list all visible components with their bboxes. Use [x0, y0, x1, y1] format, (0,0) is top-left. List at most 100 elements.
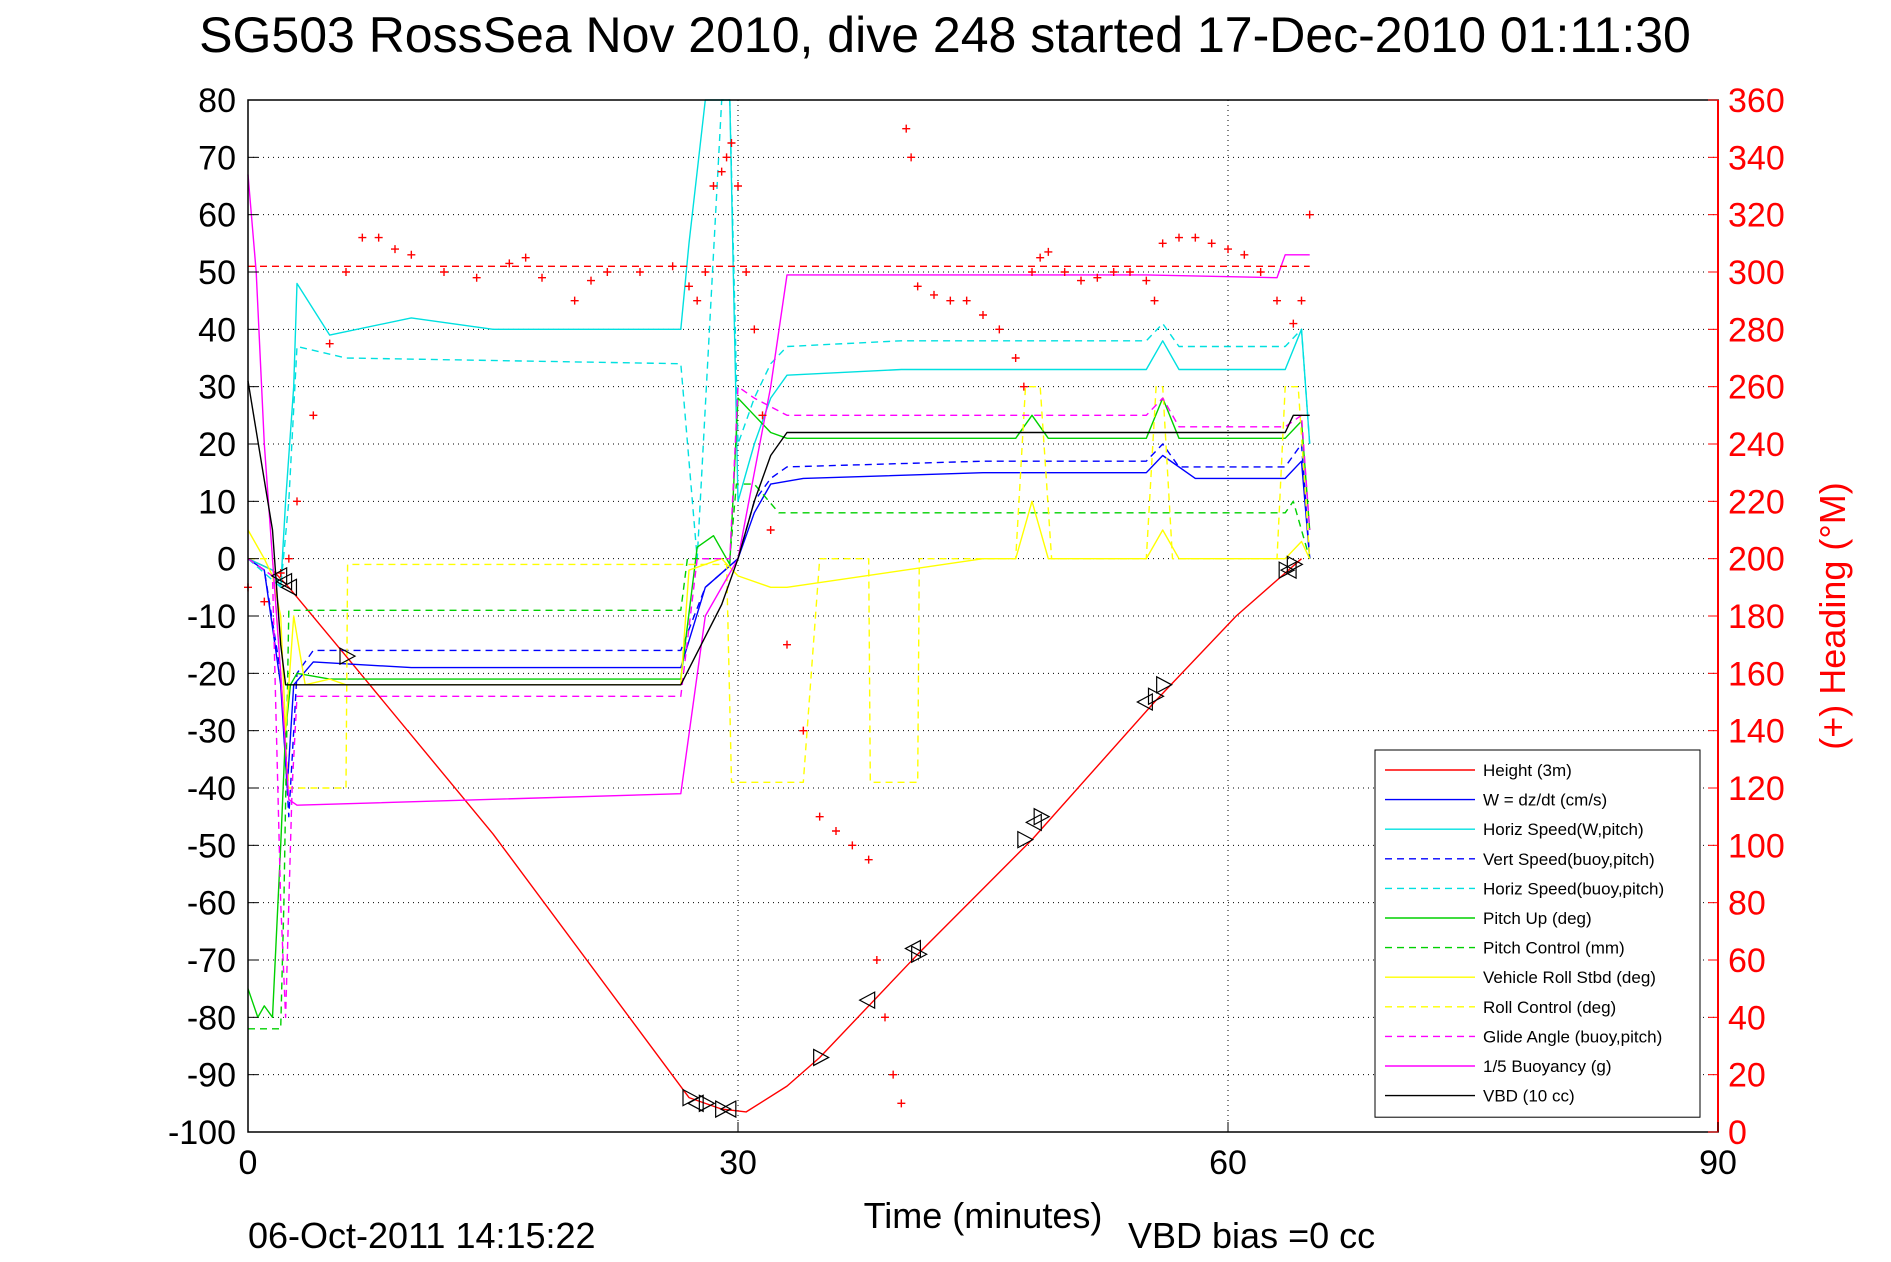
heading-marker — [1256, 268, 1265, 276]
legend-entry: Pitch Up (deg) — [1483, 909, 1592, 928]
y2-tick-label: 260 — [1728, 369, 1785, 407]
plot-area — [244, 99, 1314, 1119]
heading-marker — [293, 497, 301, 506]
legend-entry: VBD (10 cc) — [1483, 1087, 1575, 1106]
heading-marker — [521, 253, 530, 262]
heading-marker — [472, 273, 481, 282]
legend-entry: Vehicle Roll Stbd (deg) — [1483, 968, 1656, 987]
heading-marker — [907, 153, 916, 162]
timing-marker — [698, 1094, 716, 1113]
heading-marker — [358, 233, 367, 242]
legend: Height (3m) W = dz/dt (cm/s) Horiz Speed(W… — [1374, 749, 1701, 1118]
series-line-height-3m — [247, 558, 1302, 1113]
heading-marker — [505, 259, 514, 268]
heading-marker — [758, 411, 767, 420]
y-tick-label: 30 — [198, 369, 236, 407]
y2-tick-label: 20 — [1728, 1057, 1766, 1095]
y2-axis-label: (+) Heading (°M) — [1812, 482, 1853, 749]
heading-marker — [538, 273, 546, 282]
heading-marker — [325, 339, 334, 348]
series-line-pitch-control-mm — [248, 483, 1311, 1030]
y-tick-label: 10 — [198, 483, 236, 521]
heading-marker — [1109, 268, 1118, 276]
series-line-roll-control-deg — [248, 386, 1311, 789]
heading-marker — [407, 250, 416, 259]
heading-marker — [1273, 296, 1281, 305]
y-tick-label: 20 — [198, 426, 236, 464]
series-line-glide-angle-buoy-pitch — [247, 386, 1311, 1018]
timing-marker — [339, 647, 357, 666]
heading-marker — [722, 153, 731, 162]
series-line-pitch-up-deg — [247, 397, 1311, 1018]
heading-marker — [1011, 354, 1020, 362]
heading-marker — [309, 411, 318, 420]
heading-marker — [587, 276, 595, 285]
heading-marker — [913, 282, 922, 291]
legend-box — [1374, 749, 1701, 1118]
heading-marker — [1240, 250, 1249, 259]
heading-marker — [848, 841, 857, 850]
heading-marker — [1077, 276, 1085, 285]
heading-marker — [685, 282, 693, 291]
legend-entry: Horiz Speed(W,pitch) — [1483, 820, 1644, 839]
y2-tick-label: 280 — [1728, 311, 1785, 349]
y-tick-label: 0 — [217, 541, 236, 579]
heading-marker — [1207, 239, 1216, 248]
y2-tick-label: 120 — [1728, 770, 1785, 808]
heading-marker — [717, 167, 726, 176]
heading-marker — [342, 268, 350, 276]
legend-entry: Pitch Control (mm) — [1483, 939, 1625, 958]
x-tick-label: 60 — [1209, 1144, 1247, 1182]
y-tick-label: -80 — [187, 999, 236, 1037]
x-tick-label: 30 — [719, 1144, 757, 1182]
y2-tick-label: 340 — [1728, 139, 1785, 177]
series-line-vert-speed-buoy-pitch — [247, 443, 1311, 818]
heading-marker — [864, 855, 873, 864]
heading-marker — [815, 812, 824, 821]
y-tick-label: 60 — [198, 197, 236, 235]
legend-entry: Glide Angle (buoy,pitch) — [1483, 1027, 1662, 1046]
heading-marker — [872, 956, 881, 964]
timing-marker — [1278, 561, 1296, 580]
x-tick-label: 0 — [239, 1144, 258, 1182]
heading-marker — [799, 726, 808, 735]
heading-marker — [1044, 247, 1053, 256]
heading-marker — [766, 526, 775, 534]
heading-marker — [783, 640, 791, 649]
timing-marker — [1156, 675, 1173, 694]
y-tick-label: -70 — [187, 942, 236, 980]
legend-entry: W = dz/dt (cm/s) — [1483, 791, 1607, 810]
series-line-horiz-speed-w-pitch — [247, 99, 1311, 588]
y-tick-label: 70 — [198, 139, 236, 177]
heading-marker — [1297, 296, 1306, 305]
timing-marker — [858, 991, 876, 1010]
heading-marker — [1036, 253, 1045, 262]
heading-marker — [1028, 268, 1036, 276]
grid-lines — [248, 100, 1718, 1132]
heading-marker — [1142, 276, 1151, 285]
heading-marker — [962, 296, 971, 305]
heading-marker — [832, 827, 840, 835]
y2-tick-label: 80 — [1728, 885, 1766, 923]
series-line-horiz-speed-buoy-pitch — [247, 99, 1311, 588]
timing-marker — [1136, 693, 1153, 711]
y2-tick-label: 220 — [1728, 483, 1785, 521]
timing-marker — [280, 578, 298, 597]
y2-tick-label: 100 — [1728, 827, 1785, 865]
heading-marker — [946, 296, 955, 305]
legend-entry: Height (3m) — [1483, 761, 1572, 780]
series-line-1-5-buoyancy-g — [247, 174, 1310, 806]
footer-vbd-bias: VBD bias =0 cc — [1128, 1215, 1375, 1256]
heading-marker — [570, 296, 579, 305]
y-tick-label: -30 — [187, 713, 236, 751]
y2-tick-label: 300 — [1728, 254, 1785, 292]
timing-marker — [686, 1094, 704, 1113]
heading-marker — [1175, 233, 1183, 242]
y-tick-label: -20 — [187, 655, 236, 693]
timing-marker — [813, 1048, 830, 1067]
heading-marker — [979, 311, 987, 319]
timing-marker — [1024, 813, 1042, 832]
heading-marker — [1093, 273, 1102, 282]
y2-tick-label: 0 — [1728, 1114, 1747, 1152]
heading-marker — [1289, 319, 1298, 328]
